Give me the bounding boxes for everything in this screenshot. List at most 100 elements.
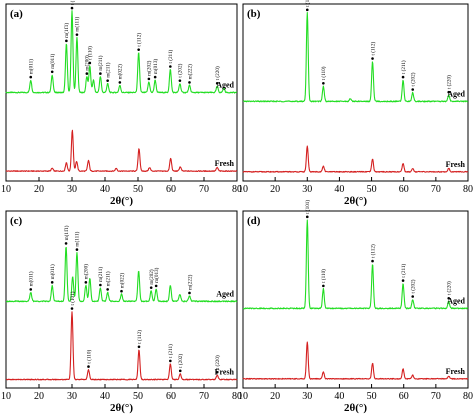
peak-annotation: m(222) [186,274,193,290]
series-line-fresh [242,145,469,173]
x-tick-label: 70 [199,391,209,402]
x-tick-label: 40 [334,184,344,195]
peak-marker [137,48,140,51]
peak-marker [85,72,89,75]
x-tick-label: 10 [238,391,248,402]
peak-marker [106,79,109,82]
peak-marker [64,242,68,245]
peak-annotation: t (112) [369,41,376,55]
peak-marker [169,65,172,68]
plot-frame [242,3,469,182]
panel-label: (d) [247,215,261,227]
peak-marker [120,289,123,293]
peak-annotation: t (211) [400,264,407,278]
panel-a: (a) Aged Fresh t (101) m(11̄1) m(111) m(011) m(… [1,0,242,207]
panel-b: (b) Aged Fresh t (101) t (110) t (112) t (211)… [238,0,473,207]
peak-annotation: t (110) [87,46,94,60]
peak-annotation: t (112) [135,33,142,47]
peak-annotation: t (101) [69,0,76,5]
peak-annotation: t (220) [446,281,453,295]
peak-marker [87,365,90,368]
peak-marker [154,284,158,288]
peak-marker [50,70,54,74]
peak-marker [106,288,109,291]
peak-annotation: m(200) [83,264,90,280]
x-tick-label: 10 [1,391,11,402]
peak-marker [70,307,74,310]
peak-annotation: m(013) [152,59,159,75]
series-label-fresh: Fresh [215,159,235,168]
peak-marker [178,79,182,82]
peak-marker [75,248,79,251]
x-tick-label: 60 [399,391,409,402]
series-line-fresh [242,341,469,380]
x-tick-label: 70 [199,184,209,195]
peak-marker [29,75,33,79]
series-line-fresh [5,129,238,173]
x-tick-label: 30 [67,391,77,402]
peak-annotation: m(202) [148,269,155,285]
x-axis-label: 2θ(°) [344,195,367,207]
peak-marker [188,291,191,295]
peak-marker [447,90,451,94]
peak-annotation: t (211) [167,49,174,63]
peak-annotation: m(022) [118,273,125,289]
peak-annotation: t (110) [85,350,92,364]
peak-annotation: t (202) [410,72,417,86]
x-tick-label: 80 [463,184,473,195]
peak-marker [153,75,157,79]
peak-marker [88,61,92,65]
peak-annotation: t (110) [320,66,327,80]
peak-annotation: t (112) [136,330,143,344]
peak-annotation: t (211) [167,344,174,358]
x-tick-label: 10 [1,184,11,195]
series-line-aged [242,11,469,103]
series-line-aged [242,219,469,310]
peak-annotation: m(211) [97,55,104,70]
peak-marker [215,370,219,374]
x-tick-label: 80 [232,184,242,195]
x-tick-label: 20 [34,391,44,402]
peak-annotation: m(011) [28,271,35,286]
x-tick-label: 20 [270,184,280,195]
peak-annotation: m(011) [49,53,56,68]
peak-annotation: t (101) [304,200,311,214]
panel-label: (c) [10,215,23,227]
x-tick-label: 20 [270,391,280,402]
series-label-fresh: Fresh [446,367,466,376]
peak-marker [118,81,122,84]
peak-marker [169,359,172,363]
peak-annotation: t (211) [400,60,407,74]
series-line-aged [5,246,238,303]
peak-annotation: t (101) [304,0,311,7]
peak-marker [322,284,325,288]
peak-marker [371,57,374,60]
peak-annotation: m(211) [104,62,111,77]
panel-c: (c) Aged Fresh m(11̄1) m(111) m(011) m(011) m(2… [1,210,242,414]
peak-annotation: t (110) [320,269,327,283]
x-tick-label: 30 [67,184,77,195]
x-tick-label: 70 [431,391,441,402]
peak-marker [411,88,415,91]
peak-annotation: m(211) [97,267,104,282]
series-label-fresh: Fresh [446,160,466,169]
peak-marker [401,279,405,282]
peak-marker [411,295,415,298]
peak-marker [70,6,74,10]
series-label-fresh: Fresh [215,368,235,377]
peak-marker [401,75,405,79]
x-axis-label: 2θ(°) [344,402,367,414]
peak-annotation: m(202) [146,60,153,76]
x-tick-label: 60 [166,391,176,402]
peak-annotation: m(200) [84,55,91,71]
x-tick-label: 50 [367,184,377,195]
peak-annotation: m(011) [49,264,56,279]
peak-annotation: t (202) [410,279,417,293]
peak-marker [371,259,374,263]
peak-marker [137,345,141,349]
x-tick-label: 50 [133,391,143,402]
peak-marker [99,72,102,75]
x-tick-label: 60 [399,184,409,195]
series-label-aged: Aged [216,289,234,298]
peak-annotation: m(022) [117,64,124,80]
